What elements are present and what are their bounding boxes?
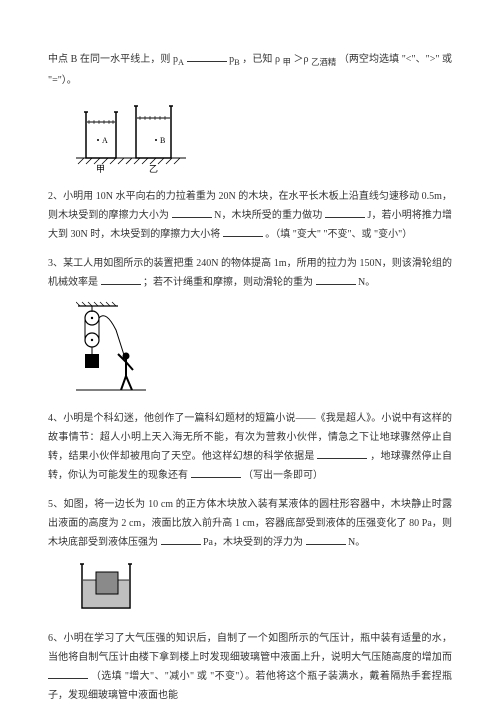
q1-labelA: A	[102, 136, 108, 145]
q4-c: （写出一条即可）	[243, 470, 323, 481]
q5-blank1	[161, 533, 201, 545]
q6-text: 6、小明在学习了大气压强的知识后，自制了一个如图所示的气压计，瓶中装有适量的水，…	[48, 629, 452, 705]
q3-text: 3、某工人用如图所示的装置把重 240N 的物体提高 1m，所用的拉力为 150…	[48, 254, 452, 292]
q4-blank1	[317, 447, 367, 459]
q2-b: N，木块所受的重力做功	[214, 210, 322, 221]
q2-text: 2、小明用 10N 水平向右的力拉着重为 20N 的木块，在水平长木板上沿直线匀…	[48, 187, 452, 244]
q1-sub1: A	[178, 58, 184, 67]
q1-sub3: 甲	[283, 58, 291, 67]
q1-figure: A B 甲 乙	[76, 98, 452, 173]
q5-b: Pa，木块受到的浮力为	[203, 537, 303, 548]
q2-blank2	[325, 206, 365, 218]
q1-right-label: 乙	[149, 164, 158, 173]
q1-d: ＞ρ	[294, 54, 312, 65]
q2-blank3	[223, 225, 263, 237]
q1-labelB: B	[160, 136, 165, 145]
q5-figure	[76, 560, 452, 615]
q3-blank1	[101, 273, 141, 285]
q1-sub2: B	[234, 58, 240, 67]
q2-blank1	[172, 206, 212, 218]
q1-text: 中点 B 在同一水平线上，则 pA pB ，已知 ρ 甲 ＞ρ 乙酒精 （两空均…	[48, 50, 452, 90]
q5-text: 5、如图，将一边长为 10 cm 的正方体木块放入装有某液体的圆柱形容器中，木块…	[48, 495, 452, 552]
q1-blank1	[187, 50, 227, 62]
q5-blank2	[306, 533, 346, 545]
q6-b: （选填 "增大"、"减小" 或 "不变"）。若他将这个瓶子装满水，戴着隔热手套捏…	[48, 671, 452, 701]
q5-c: N。	[348, 537, 365, 548]
q1-a: 中点 B 在同一水平线上，则 p	[48, 54, 178, 65]
q4-blank2	[191, 466, 241, 478]
q1-c: ，已知 ρ	[242, 54, 282, 65]
q3-figure	[76, 300, 452, 395]
q2-d: 。（填 "变大" "不变"、或 "变小"）	[265, 229, 412, 240]
q4-text: 4、小明是个科幻迷，他创作了一篇科幻题材的短篇小说——《我是超人》。小说中有这样…	[48, 409, 452, 485]
q1-left-label: 甲	[96, 164, 105, 173]
q1-sub4: 乙酒精	[311, 58, 336, 67]
q6-a: 6、小明在学习了大气压强的知识后，自制了一个如图所示的气压计，瓶中装有适量的水，…	[48, 633, 452, 663]
q3-c: N。	[358, 277, 375, 288]
q3-b: ；若不计绳重和摩擦，则动滑轮的重为	[143, 277, 313, 288]
q3-blank2	[316, 273, 356, 285]
q6-blank1	[48, 667, 88, 679]
